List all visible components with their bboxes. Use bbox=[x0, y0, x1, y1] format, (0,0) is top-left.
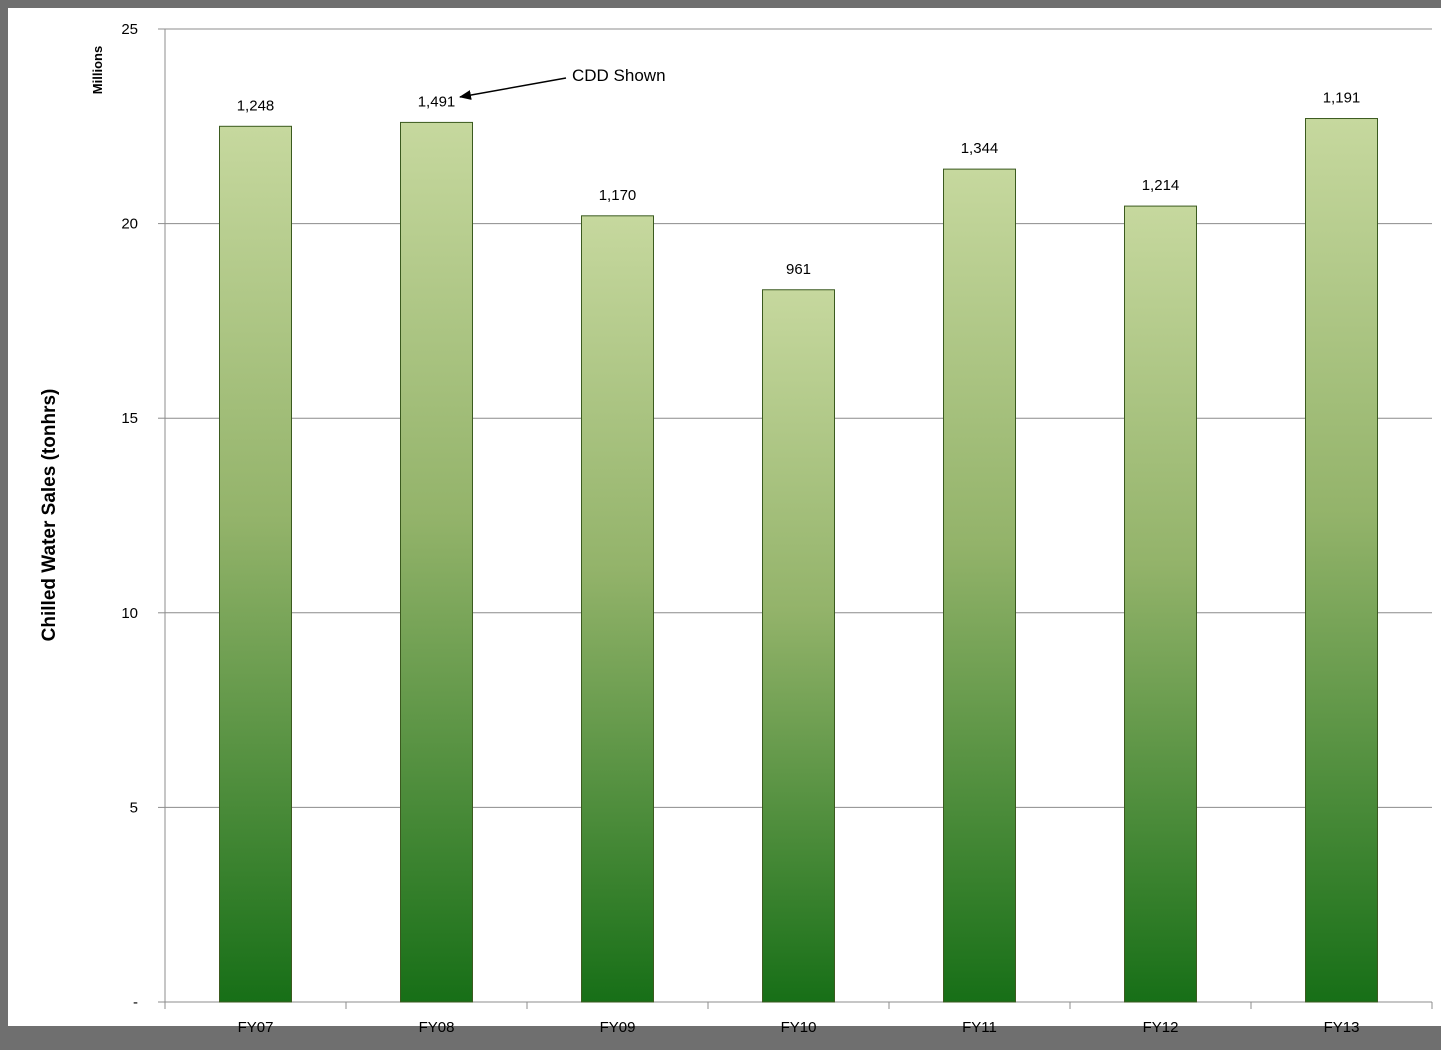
bar-fy07 bbox=[219, 125, 292, 1003]
bar-fy11 bbox=[943, 168, 1016, 1003]
y-axis-title: Chilled Water Sales (tonhrs) bbox=[39, 389, 60, 642]
y-tick-label-5: 5 bbox=[130, 799, 138, 816]
bar-fy08 bbox=[400, 121, 473, 1003]
x-tick-label-fy09: FY09 bbox=[600, 1019, 636, 1036]
x-tick-label-fy13: FY13 bbox=[1324, 1019, 1360, 1036]
data-label-fy09: 1,170 bbox=[599, 187, 637, 204]
y-tick-label-15: 15 bbox=[121, 410, 138, 427]
y-tick-label-20: 20 bbox=[121, 216, 138, 233]
annotation-text: CDD Shown bbox=[572, 66, 666, 85]
y-tick-label-25: 25 bbox=[121, 21, 138, 38]
data-label-fy11: 1,344 bbox=[961, 140, 999, 157]
y-tick-label-10: 10 bbox=[121, 605, 138, 622]
y-tick-label-0: - bbox=[133, 994, 138, 1011]
data-label-fy12: 1,214 bbox=[1142, 177, 1180, 194]
x-tick-label-fy11: FY11 bbox=[962, 1019, 997, 1036]
data-label-fy10: 961 bbox=[786, 261, 811, 278]
data-labels: 1,248 1,491 1,170 961 1,344 1,214 1,191 bbox=[237, 90, 1361, 278]
annotation-arrow bbox=[459, 77, 567, 100]
x-tick-label-fy08: FY08 bbox=[419, 1019, 455, 1036]
x-tick-label-fy07: FY07 bbox=[238, 1019, 274, 1036]
data-label-fy07: 1,248 bbox=[237, 97, 275, 114]
data-label-fy08: 1,491 bbox=[418, 93, 456, 110]
bar-fy12 bbox=[1124, 205, 1197, 1003]
y-axis-units: Millions bbox=[90, 46, 105, 94]
bar-fy13 bbox=[1305, 118, 1378, 1003]
bars bbox=[219, 118, 1378, 1003]
bar-fy10 bbox=[762, 289, 835, 1003]
bar-fy09 bbox=[581, 215, 654, 1003]
x-tick-label-fy10: FY10 bbox=[781, 1019, 817, 1036]
cdd-annotation: CDD Shown bbox=[459, 66, 666, 100]
data-label-fy13: 1,191 bbox=[1323, 90, 1361, 107]
x-tick-label-fy12: FY12 bbox=[1143, 1019, 1179, 1036]
